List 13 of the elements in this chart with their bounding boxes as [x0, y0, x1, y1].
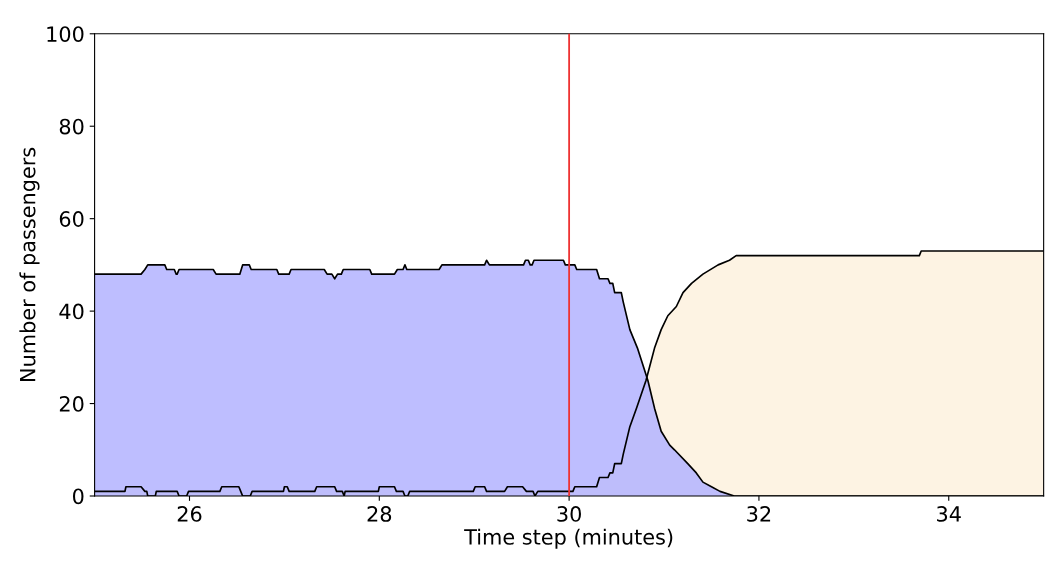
x-tick-label: 30: [557, 506, 581, 522]
x-tick-label: 28: [367, 506, 392, 522]
y-axis-title: Number of passengers: [19, 147, 40, 381]
x-tick-label: 34: [937, 506, 961, 522]
x-tick-label: 32: [747, 506, 771, 522]
y-tick-label: 100: [47, 26, 84, 42]
x-tick-label: 26: [177, 506, 202, 522]
y-tick-label: 20: [59, 396, 84, 412]
y-tick-label: 40: [59, 303, 84, 320]
x-axis-title: Time step (minutes): [464, 528, 673, 549]
y-tick-label: 80: [59, 118, 84, 135]
y-tick-label: 60: [59, 211, 84, 227]
y-tick-label: 0: [72, 488, 84, 505]
